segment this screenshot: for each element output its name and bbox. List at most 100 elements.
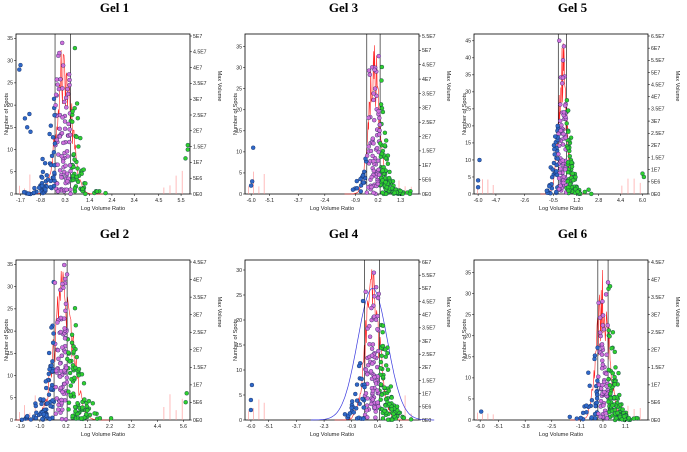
spot-point [589,398,595,403]
spot-point [401,415,407,421]
spot-point [560,81,565,86]
spot-point [622,414,627,419]
y-tick-label: 5 [10,170,13,176]
spot-point [379,353,384,358]
outlier-point [251,145,256,150]
spot-point [600,323,605,328]
x-axis-label: Log Volume Ratio [539,432,583,438]
gel-3-chart: -6.0 -5.1 -3.7 -2.4 -0.9 0.2 1.3 0 5 10 15 20 25 30 35… [233,33,451,212]
y-tick-label: 25 [465,107,471,113]
spot-point [374,145,380,151]
spot-point [375,158,381,163]
y2-tick-label: 1.5E7 [422,149,436,155]
spot-point [72,106,77,111]
spot-point [612,349,617,355]
spot-point [612,395,617,400]
spot-point [58,77,63,82]
outlier-point [183,400,188,405]
y-tick-label: 20 [236,108,242,114]
spot-point [377,128,382,133]
spot-point [593,416,598,421]
spot-point [66,389,71,394]
y2-tick-label: 3E7 [422,339,431,345]
spot-point [554,162,559,168]
spot-point [72,157,77,162]
y2-tick-label: 4.5E7 [651,82,665,88]
spot-point [559,123,564,128]
spot-point [75,116,80,121]
spot-point [408,417,414,422]
y-tick-label: 5 [468,397,471,403]
spot-point [86,398,92,404]
outlier-point [185,147,190,152]
y2-tick-label: 1E7 [422,391,431,397]
spot-point [62,262,67,268]
spot-point [32,185,37,191]
y-tick-label: 5 [468,175,471,181]
spot-point [376,404,381,409]
spot-point [54,396,59,401]
spot-point [83,191,88,197]
spot-point [555,156,560,161]
plot-frame [244,259,420,421]
y-tick-label: 35 [7,262,13,268]
spot-point [80,186,85,192]
spot-point [606,376,611,382]
x-tick-label: -0.9 [347,424,356,430]
spot-point [67,127,72,132]
x-tick-label: -6.0 [247,198,256,204]
spot-point [67,77,72,83]
outlier-point [184,391,189,396]
plot-frame [244,33,420,195]
y2-tick-label: 4.5E7 [193,50,207,56]
y2-tick-label: 0E0 [193,418,202,424]
y2-tick-label: 2E7 [422,134,431,140]
spot-point [387,169,392,175]
spot-point [606,328,611,333]
y-tick-label: 35 [465,270,471,276]
spot-point [561,44,567,49]
spot-point [364,403,370,408]
spot-point [372,374,377,380]
spot-point [373,415,378,420]
y2-tick-label: 3.5E7 [422,326,436,332]
spot-point [71,164,76,170]
spot-point [372,86,378,91]
y2-tick-label: 2E7 [651,143,660,149]
x-tick-label: 1.2 [84,424,91,430]
spot-point [380,374,386,380]
spot-point [41,412,46,417]
spot-point [58,287,63,293]
spot-point [379,106,385,111]
spot-point [365,153,370,158]
spot-point [375,388,380,393]
spot-point [614,416,619,421]
spot-point [62,99,67,105]
spot-point [67,82,72,88]
spot-point [599,342,605,347]
spot-point [63,163,68,168]
y-tick-label: 25 [465,313,471,319]
spot-point [563,103,568,108]
spot-point [584,403,589,408]
y-tick-label: 0 [468,192,471,198]
spot-point [62,126,68,131]
spot-point [567,181,573,187]
spot-point [68,383,73,388]
outlier-point [248,407,254,413]
outlier-point [183,156,188,161]
spot-point [607,284,613,289]
y2-tick-label: 5E7 [651,70,660,76]
spot-point [67,370,73,376]
spot-point [558,118,563,124]
y-tick-label: 5 [239,171,242,177]
spot-point [375,327,380,332]
spot-point [43,187,48,192]
spot-point [605,280,611,285]
spot-point [69,332,75,337]
spot-point [607,334,612,339]
y-tick-label: 35 [465,73,471,79]
x-tick-label: 2.4 [108,198,115,204]
spot-point [64,187,69,192]
y2-tick-label: 0E0 [422,418,431,424]
